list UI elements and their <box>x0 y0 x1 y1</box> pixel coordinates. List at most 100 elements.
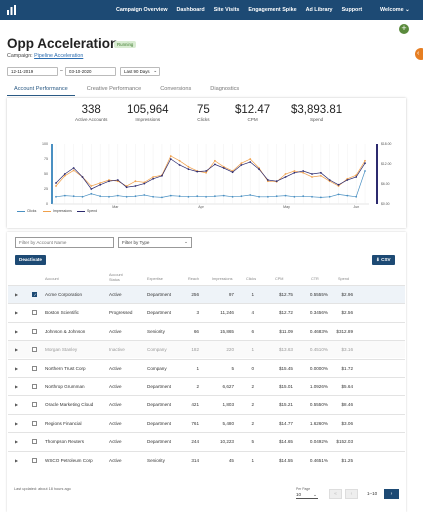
page-title: Opp Acceleration <box>7 36 119 51</box>
expand-chevron-icon[interactable]: ▶ <box>15 402 19 408</box>
cell-reach: 314 <box>191 457 199 463</box>
point-impressions <box>169 155 172 157</box>
point-clicks <box>355 195 358 198</box>
row-checkbox[interactable] <box>32 420 37 426</box>
point-spend <box>169 158 172 160</box>
row-checkbox[interactable] <box>32 310 37 316</box>
table-row[interactable]: ▶ Regions Financial Active Department 761 5,4… <box>8 413 405 432</box>
account-search-input[interactable] <box>15 237 114 248</box>
col-account[interactable]: Account <box>45 277 59 281</box>
expand-chevron-icon[interactable]: ▶ <box>15 292 19 297</box>
point-impressions <box>205 171 207 174</box>
cell-ctr: 1.6260% <box>309 420 328 426</box>
point-spend <box>231 171 234 174</box>
row-checkbox[interactable] <box>32 439 37 445</box>
expand-chevron-icon[interactable]: ▶ <box>15 457 19 463</box>
x-tick-label: Mar <box>112 205 119 209</box>
col-expertise[interactable]: Expertise <box>147 277 163 281</box>
expand-chevron-icon[interactable]: ▶ <box>15 328 19 334</box>
row-checkbox[interactable] <box>32 457 37 463</box>
campaign-label: Campaign: <box>7 53 33 59</box>
cell-clicks: 4 <box>251 310 254 316</box>
per-page-select[interactable]: 10 ⌄ <box>296 492 318 499</box>
table-row[interactable]: ▶ Johnson & Johnson Active Seniority 66 15,86… <box>8 321 405 340</box>
col-cpm[interactable]: CPM <box>275 277 284 281</box>
point-clicks <box>161 196 163 199</box>
point-spend <box>275 180 278 183</box>
campaign-link[interactable]: Pipeline Acceleration <box>34 53 84 59</box>
table-row[interactable]: ▶ WSCO Petroleum Corp Active Seniority 314 45… <box>8 450 405 469</box>
chevron-down-icon: ⌄ <box>405 7 410 13</box>
table-row[interactable]: ▶ Boston Scientific Progressed Department 3 1… <box>8 303 405 321</box>
point-spend <box>55 182 57 184</box>
expand-chevron-icon[interactable]: ▶ <box>15 310 19 316</box>
col-impressions[interactable]: Impressions <box>212 277 233 281</box>
cell-reach: 244 <box>191 439 199 445</box>
expand-chevron-icon[interactable]: ▶ <box>15 365 19 371</box>
legend-impressions: Impressions <box>43 209 72 213</box>
per-page-label: Per Page <box>296 487 311 491</box>
point-clicks <box>284 194 287 197</box>
date-range-select[interactable]: Last 90 Days ⌄ <box>120 67 160 76</box>
tab-creative-performance[interactable]: Creative Performance <box>86 86 142 92</box>
col-status[interactable]: Account Status <box>109 273 123 282</box>
row-checkbox[interactable] <box>32 292 37 297</box>
table-row[interactable]: ▶ Thompson Reuters Active Department 244 10,2… <box>8 432 405 450</box>
expand-chevron-icon[interactable]: ▶ <box>15 439 19 445</box>
row-checkbox[interactable] <box>32 384 37 389</box>
expand-chevron-icon[interactable]: ▶ <box>15 384 19 389</box>
point-spend <box>108 180 110 183</box>
nav-site-visits[interactable]: Site Visits <box>213 7 240 13</box>
col-spend[interactable]: Spend <box>338 277 349 281</box>
col-clicks[interactable]: Clicks <box>246 277 257 281</box>
csv-button[interactable]: ⬇ CSV <box>372 255 395 265</box>
expand-chevron-icon[interactable]: ▶ <box>15 420 19 426</box>
type-filter-select[interactable]: Filter by Type ⌄ <box>118 237 192 248</box>
legend-line-icon <box>43 210 51 212</box>
nav-engagement-spike[interactable]: Engagement Spike <box>248 7 297 13</box>
point-clicks <box>302 195 305 198</box>
expand-chevron-icon[interactable]: ▶ <box>15 347 19 353</box>
next-page-button[interactable]: › <box>384 489 399 499</box>
welcome-menu[interactable]: Welcome ⌄ <box>380 7 410 13</box>
tab-conversions[interactable]: Conversions <box>160 86 192 92</box>
point-spend <box>125 186 128 189</box>
row-checkbox[interactable] <box>32 328 37 334</box>
kpi-active-accounts: 338 Active Accounts <box>75 104 107 122</box>
table-row[interactable]: ▶ Morgan Stanley Inactive Company 182 220 1 $13… <box>8 340 405 359</box>
tab-diagnostics[interactable]: Diagnostics <box>210 86 240 92</box>
point-impressions <box>90 185 93 187</box>
start-date-input[interactable]: 12-11-2019 <box>7 67 58 76</box>
x-tick-label: May <box>283 205 290 209</box>
add-button[interactable]: + <box>399 24 409 34</box>
nav-ad-library[interactable]: Ad Library <box>305 7 333 13</box>
point-clicks <box>72 195 75 198</box>
row-checkbox[interactable] <box>32 365 37 371</box>
cell-spend: $8.46 <box>341 402 354 408</box>
table-row[interactable]: ▶ Northrop Grumman Active Department 2 6,627 2… <box>8 377 405 395</box>
point-spend <box>187 168 190 171</box>
end-date-input[interactable]: 03-10-2020 <box>65 67 116 76</box>
row-checkbox[interactable] <box>32 347 37 353</box>
point-spend <box>337 183 340 186</box>
point-spend <box>63 173 66 175</box>
table-row[interactable]: ▶ Acme Corporation Active Department 256 97 1 $… <box>8 285 405 303</box>
nav-dashboard[interactable]: Dashboard <box>176 7 205 13</box>
nav-support[interactable]: Support <box>341 7 363 13</box>
logo-icon[interactable] <box>6 4 18 16</box>
nav-campaign-overview[interactable]: Campaign Overview <box>116 7 168 13</box>
table-row[interactable]: ▶ Northern Trust Corp Active Company 1 5 0 $15.… <box>8 358 405 377</box>
col-ctr[interactable]: CTR <box>311 277 319 281</box>
cell-reach: 182 <box>191 347 199 353</box>
prev-page-button[interactable]: ‹ <box>345 489 358 499</box>
cell-impressions: 45 <box>228 457 234 463</box>
first-page-button[interactable]: « <box>329 489 342 499</box>
col-reach[interactable]: Reach <box>188 277 199 281</box>
side-toggle-button[interactable]: ‹ <box>415 48 423 60</box>
row-checkbox[interactable] <box>32 402 37 408</box>
cell-expertise: Company <box>147 347 167 353</box>
table-row[interactable]: ▶ Oracle Marketing Cloud Active Department 4… <box>8 395 405 413</box>
tab-account-performance[interactable]: Account Performance <box>7 85 75 96</box>
deactivate-button[interactable]: Deactivate <box>15 255 46 265</box>
last-updated: Last updated: about 18 hours ago <box>14 487 71 491</box>
